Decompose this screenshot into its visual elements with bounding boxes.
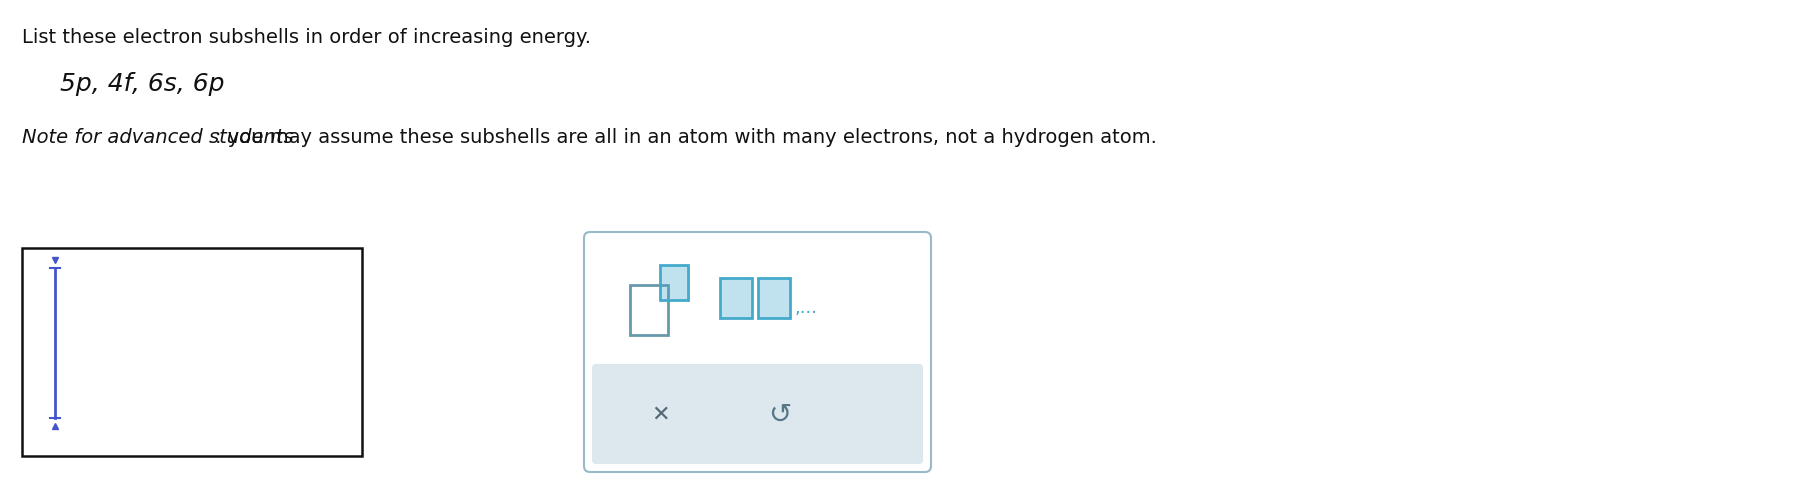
Text: : you may assume these subshells are all in an atom with many electrons, not a h: : you may assume these subshells are all… [214, 128, 1157, 147]
Bar [661, 265, 688, 300]
Bar [758, 278, 790, 318]
Text: ↺: ↺ [769, 401, 792, 429]
Bar [22, 248, 362, 456]
Text: ,...: ,... [796, 299, 817, 317]
Text: List these electron subshells in order of increasing energy.: List these electron subshells in order o… [22, 28, 590, 47]
Text: 5p, 4f, 6s, 6p: 5p, 4f, 6s, 6p [59, 72, 225, 96]
FancyBboxPatch shape [583, 232, 931, 472]
Text: Note for advanced students: Note for advanced students [22, 128, 293, 147]
Bar [720, 278, 752, 318]
Bar [630, 285, 668, 335]
FancyBboxPatch shape [592, 364, 923, 464]
Text: ✕: ✕ [650, 405, 670, 425]
